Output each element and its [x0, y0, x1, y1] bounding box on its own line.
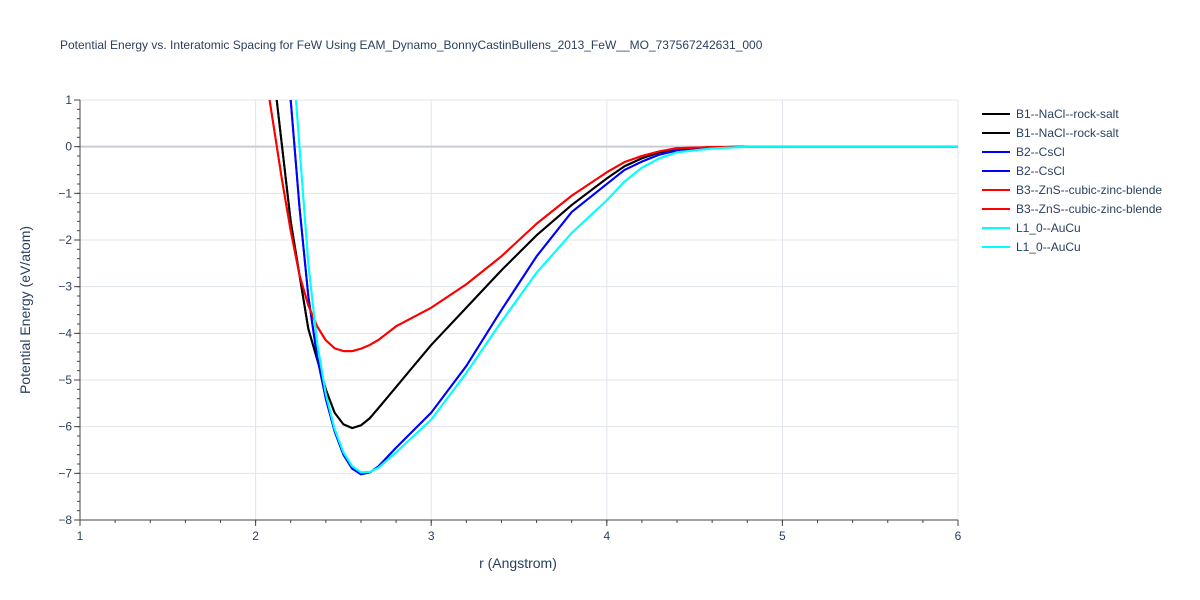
series-layer	[268, 100, 958, 476]
series-line-8	[295, 100, 958, 474]
x-tick-label: 3	[428, 529, 435, 543]
legend-item-label: B2--CsCl	[1016, 164, 1065, 178]
y-tick-label: 0	[65, 140, 72, 154]
axes	[74, 99, 959, 526]
x-axis-title: r (Angstrom)	[479, 555, 557, 571]
legend-item-label: B3--ZnS--cubic-zinc-blende	[1016, 183, 1162, 197]
chart-title: Potential Energy vs. Interatomic Spacing…	[60, 38, 763, 52]
series-line-2	[275, 100, 958, 430]
legend-item-label: B3--ZnS--cubic-zinc-blende	[1016, 202, 1162, 216]
series-line-6	[268, 100, 958, 353]
legend[interactable]: B1--NaCl--rock-salt B1--NaCl--rock-salt B2…	[982, 107, 1162, 254]
y-tick-label: −6	[58, 420, 72, 434]
y-tick-label: −2	[58, 233, 72, 247]
legend-item-label: B1--NaCl--rock-salt	[1016, 126, 1119, 140]
tick-labels: 1 2 3 4 5 6 1 0 −1 −2 −3 −4 −5 −6 −7 −8	[58, 93, 961, 543]
legend-item-label: L1_0--AuCu	[1016, 221, 1081, 235]
series-line-5	[268, 100, 958, 353]
x-tick-label: 2	[252, 529, 259, 543]
y-tick-label: −4	[58, 326, 72, 340]
grid-lines	[80, 99, 959, 521]
y-axis-title: Potential Energy (eV/atom)	[17, 226, 33, 394]
x-tick-label: 5	[779, 529, 786, 543]
y-tick-label: −8	[58, 513, 72, 527]
x-tick-label: 4	[603, 529, 610, 543]
legend-item-label: B2--CsCl	[1016, 145, 1065, 159]
y-tick-label: −7	[58, 466, 72, 480]
legend-item-label: L1_0--AuCu	[1016, 240, 1081, 254]
x-tick-label: 1	[77, 529, 84, 543]
y-tick-label: −5	[58, 373, 72, 387]
y-tick-label: −3	[58, 280, 72, 294]
series-line-4	[289, 100, 958, 476]
series-line-1	[275, 100, 958, 430]
y-tick-label: −1	[58, 186, 72, 200]
legend-item-label: B1--NaCl--rock-salt	[1016, 107, 1119, 121]
y-tick-label: 1	[65, 93, 72, 107]
x-tick-label: 6	[955, 529, 962, 543]
